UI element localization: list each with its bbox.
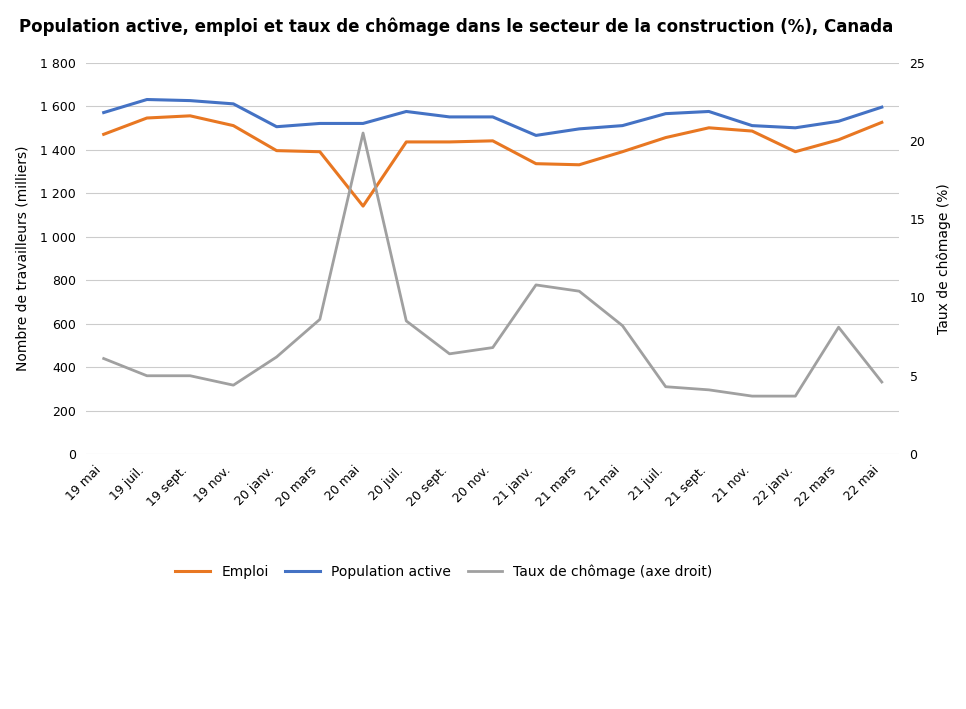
Taux de chômage (axe droit) — [401, 317, 412, 325]
Legend: Emploi, Population active, Taux de chômage (axe droit): Emploi, Population active, Taux de chôma… — [170, 559, 718, 584]
Taux de chômage (axe droit) — [314, 315, 326, 323]
Population active — [574, 125, 585, 133]
Population active — [530, 131, 542, 140]
Population active — [401, 107, 412, 116]
Taux de chômage (axe droit) — [443, 350, 455, 358]
Emploi — [185, 111, 196, 120]
Population active — [314, 119, 326, 128]
Emploi — [747, 127, 758, 135]
Population active — [357, 119, 369, 128]
Population active — [141, 95, 153, 104]
Taux de chômage (axe droit) — [357, 129, 369, 138]
Taux de chômage (axe droit) — [789, 392, 801, 401]
Taux de chômage (axe droit) — [616, 321, 628, 330]
Taux de chômage (axe droit) — [141, 372, 153, 380]
Emploi — [443, 138, 455, 146]
Emploi — [616, 147, 628, 156]
Taux de chômage (axe droit) — [270, 352, 282, 361]
Emploi — [574, 160, 585, 169]
Emploi — [141, 113, 153, 122]
Population active — [616, 121, 628, 130]
Population active — [98, 108, 109, 117]
Emploi — [876, 118, 888, 127]
Taux de chômage (axe droit) — [228, 381, 240, 389]
Emploi — [357, 202, 369, 211]
Line: Population active: Population active — [103, 99, 882, 135]
Y-axis label: Taux de chômage (%): Taux de chômage (%) — [936, 183, 951, 334]
Emploi — [270, 146, 282, 155]
Emploi — [98, 130, 109, 138]
Emploi — [314, 147, 326, 156]
Population active — [876, 103, 888, 111]
Taux de chômage (axe droit) — [747, 392, 758, 401]
Emploi — [487, 137, 498, 145]
Y-axis label: Nombre de travailleurs (milliers): Nombre de travailleurs (milliers) — [15, 145, 29, 371]
Taux de chômage (axe droit) — [487, 343, 498, 352]
Emploi — [228, 121, 240, 130]
Taux de chômage (axe droit) — [703, 386, 715, 394]
Emploi — [530, 160, 542, 168]
Taux de chômage (axe droit) — [530, 281, 542, 289]
Population active — [270, 123, 282, 131]
Population active — [487, 113, 498, 121]
Emploi — [401, 138, 412, 146]
Emploi — [703, 123, 715, 132]
Taux de chômage (axe droit) — [98, 354, 109, 363]
Emploi — [660, 133, 671, 142]
Population active — [660, 109, 671, 118]
Line: Emploi: Emploi — [103, 116, 882, 206]
Taux de chômage (axe droit) — [574, 287, 585, 296]
Population active — [228, 99, 240, 108]
Population active — [443, 113, 455, 121]
Population active — [703, 107, 715, 116]
Taux de chômage (axe droit) — [660, 382, 671, 391]
Population active — [747, 121, 758, 130]
Line: Taux de chômage (axe droit): Taux de chômage (axe droit) — [103, 133, 882, 396]
Text: Population active, emploi et taux de chômage dans le secteur de la construction : Population active, emploi et taux de chô… — [19, 18, 894, 36]
Taux de chômage (axe droit) — [876, 378, 888, 386]
Taux de chômage (axe droit) — [185, 372, 196, 380]
Population active — [833, 117, 844, 125]
Population active — [185, 96, 196, 105]
Population active — [789, 123, 801, 132]
Emploi — [789, 147, 801, 156]
Emploi — [833, 135, 844, 144]
Taux de chômage (axe droit) — [833, 323, 844, 332]
